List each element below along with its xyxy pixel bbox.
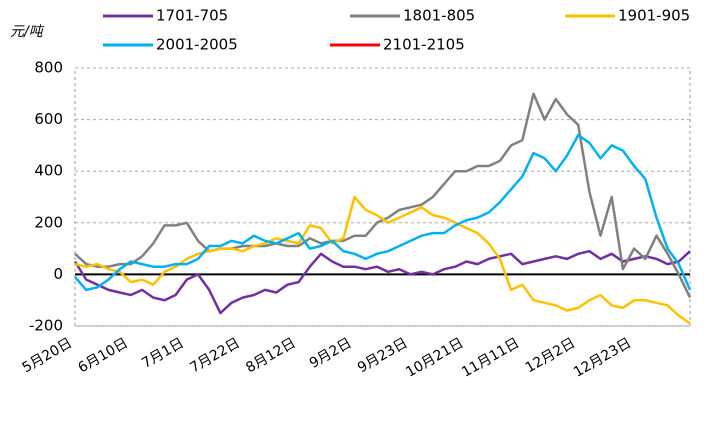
legend-label: 1901-905 xyxy=(618,7,690,25)
y-tick-label: 600 xyxy=(34,110,63,128)
legend-label: 2001-2005 xyxy=(156,36,238,54)
x-tick-label: 10月21日 xyxy=(403,335,466,381)
x-tick-label: 5月20日 xyxy=(20,335,75,376)
legend-label: 2101-2105 xyxy=(383,36,465,54)
x-tick-label: 7月22日 xyxy=(187,335,242,376)
y-tick-label: 400 xyxy=(34,162,63,180)
y-tick-label: -200 xyxy=(29,317,63,335)
x-tick-label: 8月12日 xyxy=(243,335,298,376)
x-tick-label: 11月11日 xyxy=(459,335,522,381)
x-tick-label: 12月2日 xyxy=(523,335,578,376)
x-tick-label: 7月1日 xyxy=(139,335,187,372)
y-tick-label: 800 xyxy=(34,59,63,77)
legend-label: 1701-705 xyxy=(156,7,228,25)
x-tick-label: 9月23日 xyxy=(355,335,410,376)
legend-label: 1801-805 xyxy=(403,7,475,25)
y-axis-label: 元/吨 xyxy=(10,24,45,40)
x-tick-label: 12月23日 xyxy=(571,335,634,381)
series-line xyxy=(73,249,691,315)
y-tick-label: 200 xyxy=(34,213,63,231)
plot-border xyxy=(74,67,691,327)
y-tick-label: 0 xyxy=(53,265,63,283)
x-tick-label: 9月2日 xyxy=(307,335,355,372)
series-line xyxy=(74,133,692,292)
series-line xyxy=(74,195,691,325)
x-tick-label: 6月10日 xyxy=(76,335,131,376)
